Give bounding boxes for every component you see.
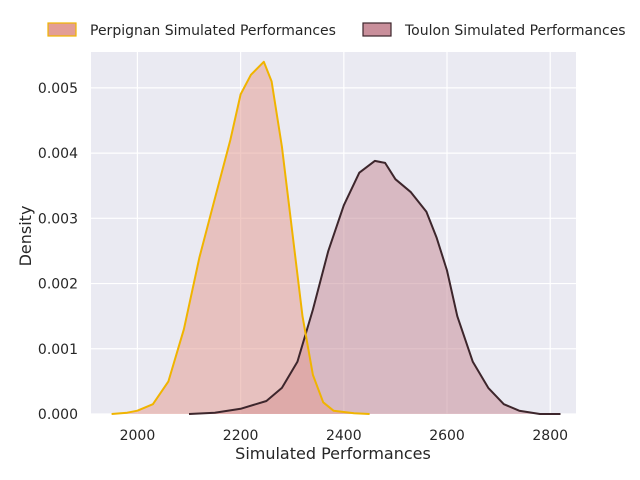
x-tick-label-3: 2600 bbox=[429, 428, 465, 444]
series-area-0 bbox=[111, 61, 370, 415]
legend-swatch-perpignan bbox=[47, 22, 77, 37]
legend-label-toulon: Toulon Simulated Performances bbox=[404, 23, 626, 39]
y-tick-label-5: 0.005 bbox=[38, 81, 78, 97]
legend: Perpignan Simulated Performances Toulon … bbox=[47, 22, 626, 39]
x-tick-label-2: 2400 bbox=[326, 428, 362, 444]
y-tick-label-4: 0.004 bbox=[38, 146, 78, 162]
y-tick-label-3: 0.003 bbox=[38, 211, 78, 227]
series-area-1 bbox=[189, 160, 561, 414]
series-line-1 bbox=[188, 159, 561, 415]
x-tick-label-1: 2200 bbox=[223, 428, 259, 444]
series-line-0 bbox=[111, 60, 370, 415]
y-tick-label-1: 0.001 bbox=[38, 342, 78, 358]
y-tick-label-0: 0.000 bbox=[38, 407, 78, 423]
x-axis-ticks: 2000 2200 2400 2600 2800 bbox=[120, 428, 568, 444]
x-axis-label: Simulated Performances bbox=[235, 444, 431, 463]
x-tick-label-0: 2000 bbox=[120, 428, 156, 444]
x-tick-label-4: 2800 bbox=[532, 428, 568, 444]
y-tick-label-2: 0.002 bbox=[38, 277, 78, 293]
y-axis-ticks: 0.000 0.001 0.002 0.003 0.004 0.005 bbox=[38, 81, 78, 423]
density-areas bbox=[111, 60, 561, 415]
y-axis-label: Density bbox=[16, 206, 35, 267]
legend-label-perpignan: Perpignan Simulated Performances bbox=[90, 23, 336, 39]
legend-swatch-toulon bbox=[362, 22, 392, 37]
